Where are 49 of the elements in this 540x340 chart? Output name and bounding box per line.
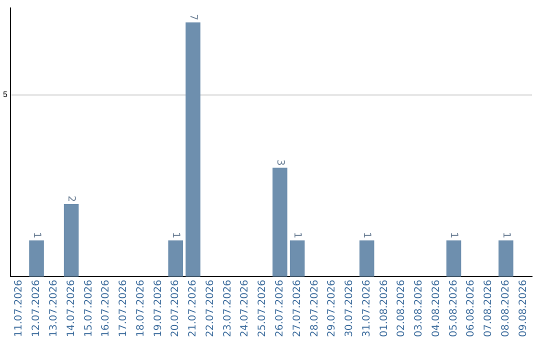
bar — [359, 240, 374, 277]
data-label: 1 — [500, 232, 512, 238]
x-tick-label: 20.07.2026 — [170, 280, 182, 338]
x-tick-label: 19.07.2026 — [152, 280, 164, 338]
x-tick-label: 04.08.2026 — [430, 280, 442, 338]
data-label: 1 — [170, 232, 182, 238]
data-label: 1 — [361, 232, 372, 238]
x-tick-label: 18.07.2026 — [135, 280, 146, 338]
data-label: 2 — [66, 196, 77, 202]
x-tick-label: 31.07.2026 — [361, 280, 372, 338]
bar — [290, 240, 305, 277]
x-tick-label: 08.08.2026 — [500, 280, 512, 338]
y-tick-label: 5 — [2, 90, 8, 100]
data-label: 1 — [448, 232, 460, 238]
x-tick-label: 28.07.2026 — [309, 280, 320, 338]
x-tick-label: 09.08.2026 — [518, 280, 529, 338]
x-tick-label: 03.08.2026 — [414, 280, 425, 338]
x-tick-label: 02.08.2026 — [396, 280, 408, 338]
x-tick-label: 01.08.2026 — [378, 280, 390, 338]
bar — [168, 240, 183, 277]
x-tick-label: 15.07.2026 — [83, 280, 94, 338]
x-tick-label: 14.07.2026 — [66, 280, 77, 338]
bar — [64, 204, 79, 277]
x-tick-label: 29.07.2026 — [326, 280, 338, 338]
bar — [272, 168, 288, 277]
x-tick-label: 22.07.2026 — [204, 280, 216, 338]
bar — [498, 240, 514, 277]
x-tick-label: 27.07.2026 — [292, 280, 303, 338]
data-label: 1 — [30, 232, 42, 238]
data-label: 3 — [274, 159, 286, 166]
x-tick-label: 24.07.2026 — [240, 280, 251, 338]
x-tick-label: 17.07.2026 — [118, 280, 130, 338]
x-tick-label: 25.07.2026 — [257, 280, 268, 338]
x-tick-label: 23.07.2026 — [222, 280, 234, 338]
bar — [186, 22, 200, 277]
bar — [29, 240, 44, 277]
x-tick-label: 26.07.2026 — [274, 280, 286, 338]
x-tick-label: 13.07.2026 — [48, 280, 60, 338]
bar — [446, 240, 462, 277]
x-tick-label: 05.08.2026 — [448, 280, 460, 338]
x-tick-label: 30.07.2026 — [344, 280, 356, 338]
x-tick-label: 06.08.2026 — [466, 280, 477, 338]
data-label: 7 — [187, 14, 198, 20]
data-label: 1 — [292, 232, 303, 238]
x-tick-label: 12.07.2026 — [31, 280, 42, 338]
x-tick-label: 21.07.2026 — [188, 280, 199, 338]
x-tick-label: 07.08.2026 — [483, 280, 494, 338]
x-tick-label: 11.07.2026 — [14, 280, 25, 338]
x-tick-label: 16.07.2026 — [100, 280, 112, 338]
